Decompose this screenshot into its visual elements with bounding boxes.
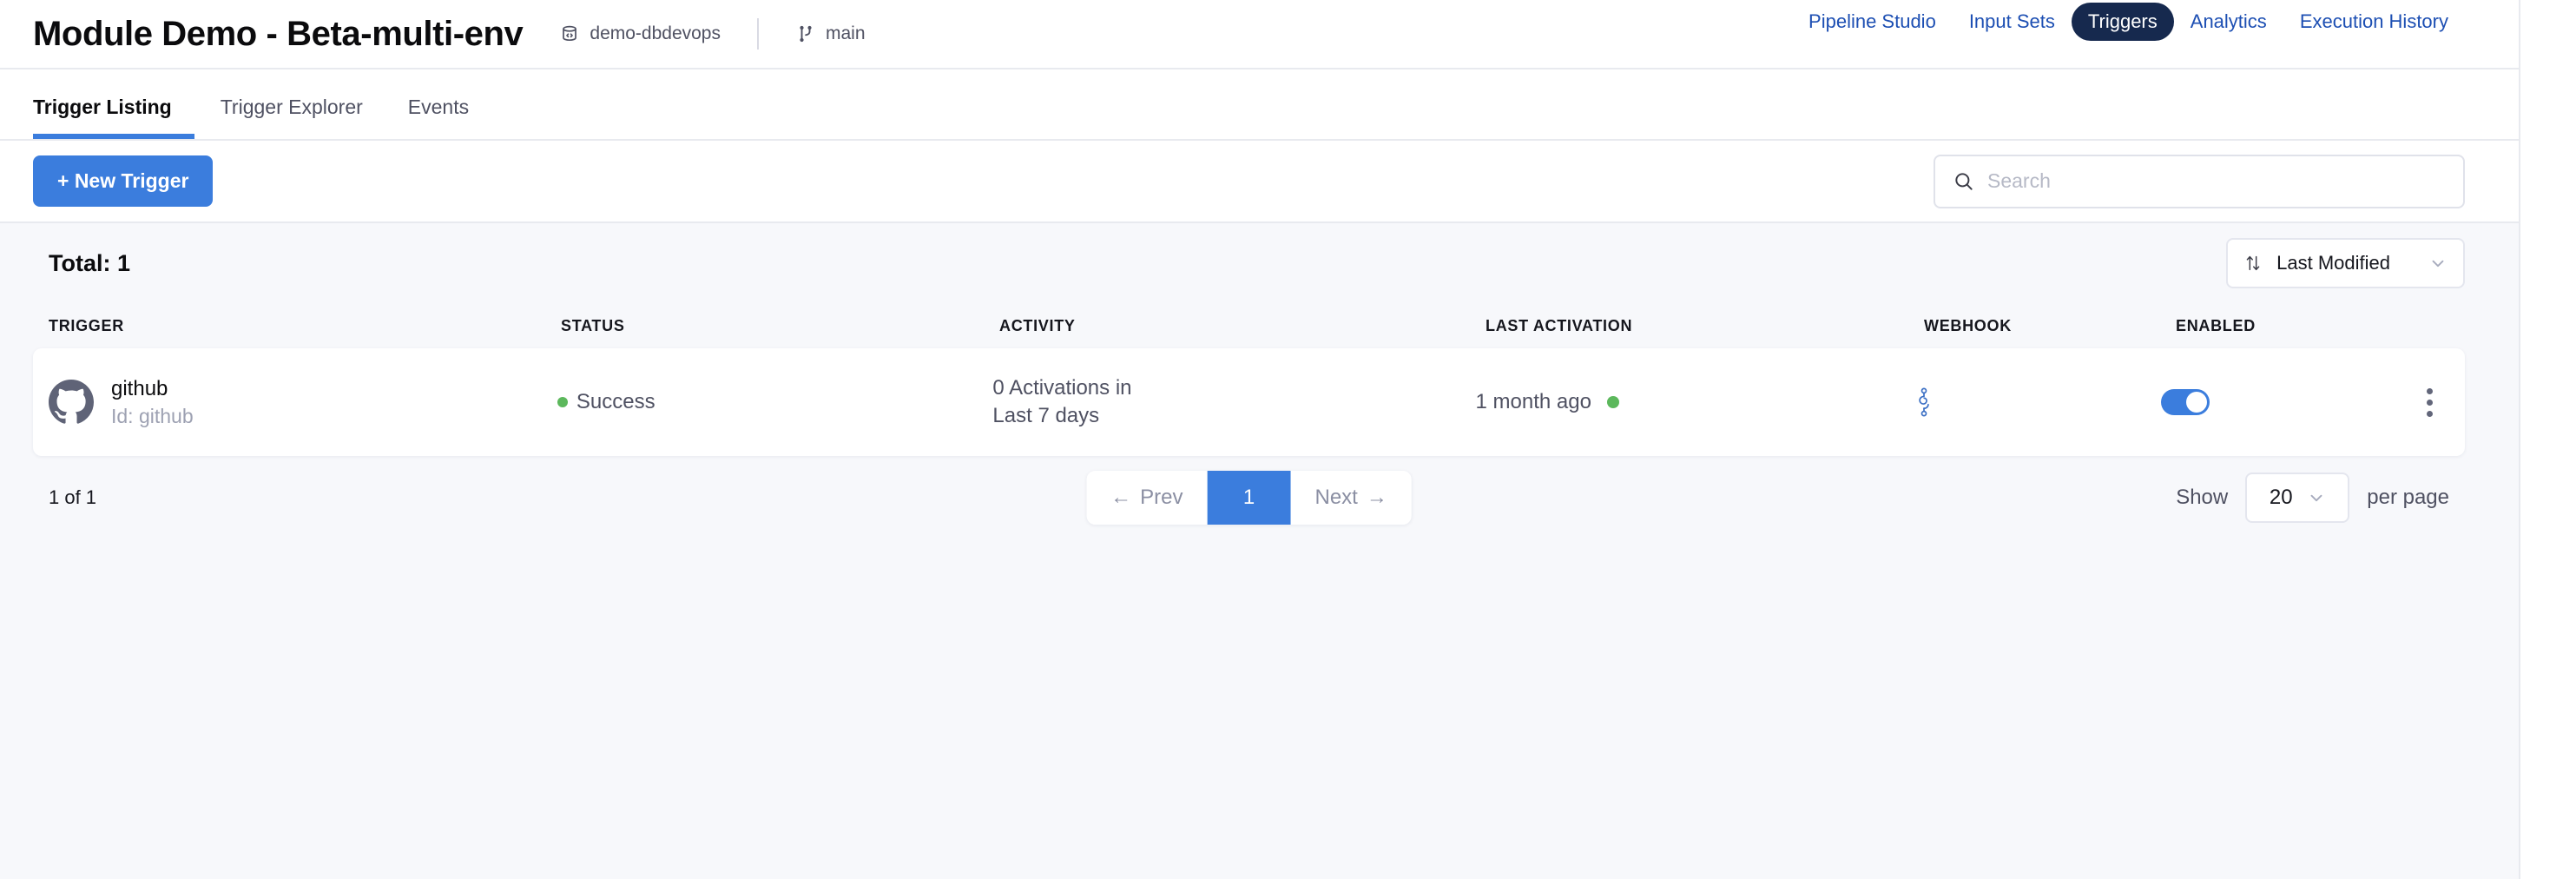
page-title: Module Demo - Beta-multi-env <box>33 14 524 53</box>
pagination-row: 1 of 1 ← Prev 1 Next → Show 20 <box>33 456 2465 539</box>
last-activation-dot <box>1606 396 1619 408</box>
page-size-value: 20 <box>2269 486 2293 509</box>
webhook-link-icon[interactable] <box>1911 387 1937 417</box>
pagination-info: 1 of 1 <box>49 486 97 508</box>
sort-arrows-icon <box>2243 254 2263 273</box>
search-box[interactable] <box>1934 154 2465 208</box>
table-header-row: TRIGGER STATUS ACTIVITY LAST ACTIVATION … <box>33 303 2465 348</box>
toggle-knob <box>2186 392 2207 413</box>
row-actions-cell <box>2411 377 2449 427</box>
header-divider <box>757 18 759 50</box>
summary-row: Total: 1 Last Modified <box>33 223 2465 303</box>
git-branch-icon <box>795 23 816 44</box>
main-nav: Pipeline Studio Input Sets Triggers Anal… <box>1792 3 2465 41</box>
trigger-text-group: github Id: github <box>111 377 194 427</box>
kebab-dot <box>2427 399 2434 406</box>
column-header-webhook: WEBHOOK <box>1924 316 2012 334</box>
next-page-button[interactable]: Next → <box>1290 471 1412 525</box>
tab-trigger-listing[interactable]: Trigger Listing <box>33 97 194 139</box>
tab-events[interactable]: Events <box>407 96 470 118</box>
column-header-activity: ACTIVITY <box>999 316 1076 334</box>
nav-item-pipeline-studio[interactable]: Pipeline Studio <box>1808 10 1936 32</box>
enabled-cell <box>2161 389 2411 415</box>
trigger-name: github <box>111 376 168 400</box>
arrow-right-icon: → <box>1366 486 1387 509</box>
activity-cell: 0 Activations in Last 7 days <box>992 374 1475 431</box>
column-header-last-activation: LAST ACTIVATION <box>1486 316 1633 334</box>
table-row[interactable]: github Id: github Success 0 Activations … <box>33 348 2465 456</box>
github-icon <box>49 380 94 425</box>
chevron-down-icon <box>2428 254 2448 273</box>
sort-value: Last Modified <box>2276 252 2390 274</box>
content-area: Total: 1 Last Modified TRIGGER STAT <box>0 223 2519 879</box>
branch-chip[interactable]: main <box>795 23 866 44</box>
status-label: Success <box>576 390 656 413</box>
repository-chip[interactable]: demo-dbdevops <box>559 23 721 44</box>
prev-page-button[interactable]: ← Prev <box>1086 471 1208 525</box>
prev-page-label: Prev <box>1140 486 1183 509</box>
title-cluster: Module Demo - Beta-multi-env demo-dbdevo… <box>33 15 866 54</box>
nav-item-execution-history[interactable]: Execution History <box>2299 10 2448 32</box>
status-cell: Success <box>557 390 993 414</box>
page-number-1[interactable]: 1 <box>1207 471 1291 525</box>
nav-item-analytics[interactable]: Analytics <box>2190 10 2267 32</box>
repository-icon <box>559 23 580 44</box>
enabled-toggle[interactable] <box>2161 389 2210 415</box>
chevron-down-icon <box>2307 488 2326 507</box>
activity-line-1: 0 Activations in <box>992 375 1132 400</box>
repository-name: demo-dbdevops <box>590 23 721 43</box>
top-header: Module Demo - Beta-multi-env demo-dbdevo… <box>0 0 2519 69</box>
column-header-enabled: ENABLED <box>2176 316 2256 334</box>
kebab-dot <box>2427 387 2434 394</box>
tab-bar: Trigger Listing Trigger Explorer Events <box>0 69 2519 141</box>
sort-dropdown[interactable]: Last Modified <box>2226 238 2465 288</box>
per-page-label: per page <box>2367 486 2449 509</box>
activity-line-2: Last 7 days <box>992 404 1100 427</box>
tab-trigger-explorer[interactable]: Trigger Explorer <box>220 96 363 118</box>
status-dot <box>557 397 568 407</box>
show-label: Show <box>2176 486 2229 509</box>
search-input[interactable] <box>1987 155 2446 207</box>
page-size-group: Show 20 per page <box>2176 473 2449 523</box>
branch-name: main <box>826 23 866 43</box>
arrow-left-icon: ← <box>1110 486 1132 509</box>
trigger-cell: github Id: github <box>49 377 557 427</box>
new-trigger-button[interactable]: + New Trigger <box>33 155 214 207</box>
total-count: Total: 1 <box>49 249 130 276</box>
app-viewport: Module Demo - Beta-multi-env demo-dbdevo… <box>0 0 2520 879</box>
action-bar: + New Trigger <box>0 141 2519 223</box>
page-size-dropdown[interactable]: 20 <box>2245 473 2350 523</box>
column-header-status: STATUS <box>561 316 625 334</box>
pagination-controls: ← Prev 1 Next → <box>1086 471 1412 525</box>
kebab-dot <box>2427 410 2434 417</box>
nav-item-triggers[interactable]: Triggers <box>2071 3 2174 41</box>
search-icon <box>1953 170 1975 193</box>
next-page-label: Next <box>1314 486 1358 509</box>
column-header-trigger: TRIGGER <box>49 316 124 334</box>
webhook-cell[interactable] <box>1911 387 2161 417</box>
nav-item-input-sets[interactable]: Input Sets <box>1968 10 2055 32</box>
last-activation-cell: 1 month ago <box>1476 390 1912 414</box>
trigger-id: Id: github <box>111 404 194 427</box>
kebab-menu-icon[interactable] <box>2411 377 2449 427</box>
last-activation-label: 1 month ago <box>1475 390 1591 413</box>
